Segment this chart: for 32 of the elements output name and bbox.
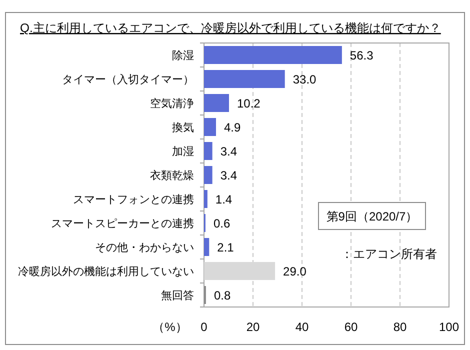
chart-title: Q.主に利用しているエアコンで、冷暖房以外で利用している機能は何ですか？ xyxy=(20,21,441,35)
y-tick-label: タイマー（入切タイマー） xyxy=(62,73,194,86)
data-label: 56.3 xyxy=(350,48,374,62)
data-label: 0.8 xyxy=(214,288,231,302)
data-label: 3.4 xyxy=(220,168,238,182)
y-tick-label: 衣類乾燥 xyxy=(150,169,194,182)
x-tick-label: 0 xyxy=(200,320,208,334)
data-label: 0.6 xyxy=(213,216,230,230)
annotation: 第9回（2020/7） xyxy=(326,210,418,224)
data-label: 10.2 xyxy=(236,96,261,110)
y-tick-label: 除湿 xyxy=(172,50,194,62)
y-tick-label: 空気清浄 xyxy=(150,97,194,110)
y-tick-label: スマートスピーカーとの連携 xyxy=(51,217,194,230)
y-tick-label: スマートフォンとの連携 xyxy=(73,193,194,206)
data-label: 33.0 xyxy=(292,72,317,86)
data-label: 1.4 xyxy=(215,192,232,206)
y-tick-label: その他・わからない xyxy=(95,242,194,254)
x-tick-label: 80 xyxy=(393,320,407,334)
y-tick-label: 換気 xyxy=(172,122,194,134)
x-tick-label: 60 xyxy=(344,320,358,334)
y-tick-label: 加湿 xyxy=(172,145,194,158)
data-label: 29.0 xyxy=(283,264,307,278)
annotation: ：エアコン所有者 xyxy=(341,247,437,261)
x-axis-title: （%） xyxy=(152,320,188,334)
x-tick-label: 100 xyxy=(438,320,460,334)
y-tick-label: 無回答 xyxy=(161,290,194,302)
data-label: 3.4 xyxy=(220,144,238,158)
y-tick-label: 冷暖房以外の機能は利用していない xyxy=(18,265,194,278)
data-label: 2.1 xyxy=(217,240,234,254)
x-tick-label: 20 xyxy=(246,320,260,334)
x-tick-label: 40 xyxy=(295,320,309,334)
data-label: 4.9 xyxy=(224,120,242,134)
